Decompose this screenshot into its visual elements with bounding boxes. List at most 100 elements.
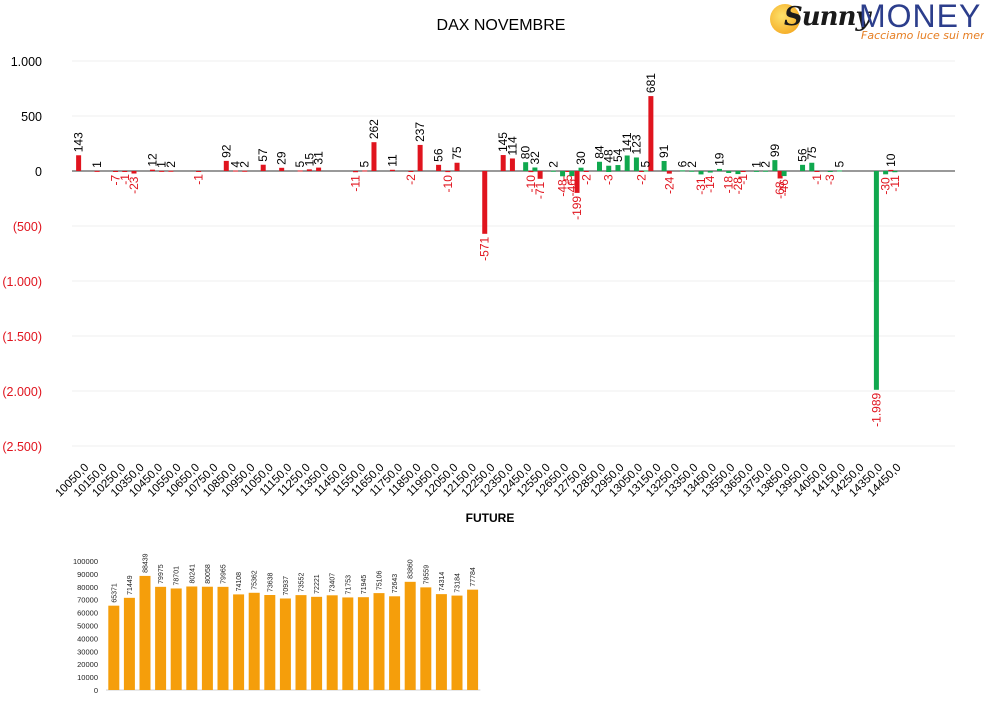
bar-s1-30 [883,171,889,175]
future-chart: FUTURE 0 10000 20000 30000 40000 50000 60000 700… [73,511,514,695]
data-label-s1-12: 5 [639,160,653,167]
bar-s1-26 [809,162,815,171]
data-label-s1-30: -30 [879,177,893,195]
data-label-s1-8: 48 [602,149,616,163]
future-data-label-15: 71753 [345,575,352,595]
future-bar-19 [404,581,416,690]
bar-s1-21 [753,170,759,172]
bar-s1-8 [606,165,612,171]
bar-s1-2 [550,170,556,172]
future-data-label-3: 79975 [158,564,165,584]
bar-s1-16 [698,171,704,175]
data-label-s1-7: -3 [602,174,616,185]
future-bar-10 [264,595,276,690]
data-label-s0-22: 237 [413,122,427,142]
data-label-s1-14: 6 [676,160,690,167]
bar-s0-23 [436,164,442,171]
data-label-s1-17: -14 [703,175,717,193]
data-label-s1-11: 123 [629,134,643,154]
y-tick-label-1: 500 [21,110,42,124]
bar-s0-26 [482,171,488,234]
data-label-s0-20: 11 [385,154,399,167]
future-bar-0 [108,605,120,690]
future-y-tick-0: 0 [94,686,98,695]
sunny-money-logo: Sunny MONEY Facciamo luce sui mercati [764,0,984,48]
future-data-label-19: 83860 [408,559,415,579]
bar-s0-1 [94,170,100,172]
future-data-label-0: 65371 [111,583,118,603]
bar-s0-31 [565,171,571,172]
future-bar-1 [123,597,135,690]
data-label-s0-17: -11 [349,175,363,192]
future-data-label-16: 71945 [361,575,368,595]
bar-s0-27 [500,155,506,171]
future-y-tick-5: 50000 [77,622,98,631]
bar-s1-5 [578,167,584,171]
data-label-s0-3: -1 [118,174,132,185]
bar-s1-31 [892,171,898,173]
bar-s0-4 [131,171,137,174]
data-label-s1-31: -11 [888,175,902,192]
future-bar-11 [279,598,291,690]
future-y-tick-2: 20000 [77,660,98,669]
data-label-s0-2: -7 [109,174,123,185]
data-label-s0-31: -5 [561,174,575,185]
bar-s0-22 [417,144,423,171]
data-label-s0-21: -2 [404,174,418,185]
bar-s1-7 [606,171,612,172]
bar-s1-18 [716,168,722,171]
y-tick-label-5: (1.500) [2,330,42,344]
bar-s0-34 [639,171,645,172]
data-label-s0-33: -2 [579,174,593,185]
data-label-s1-26: 75 [805,146,819,160]
future-data-label-2: 88439 [143,553,150,573]
data-label-s1-18: 19 [712,152,726,166]
future-y-tick-3: 30000 [77,647,98,656]
bar-s1-27 [827,171,833,172]
future-data-label-9: 75362 [252,570,259,590]
data-label-s1-20: -28 [731,177,745,195]
bar-s1-29 [873,171,879,390]
bar-s1-1 [532,167,538,171]
data-label-s0-24: -10 [441,175,455,193]
bar-s0-38 [777,171,783,179]
bar-s0-25 [454,162,460,171]
bar-s0-37 [740,171,746,172]
future-y-tick-10: 100000 [73,557,98,566]
future-data-label-22: 73184 [455,573,462,593]
chart-title: DAX NOVEMBRE [437,17,566,34]
data-label-s0-13: 29 [275,151,289,165]
bar-s0-30 [537,171,543,179]
future-data-label-11: 70937 [283,576,290,596]
data-label-s0-26: -571 [478,236,492,260]
bar-s1-4 [569,171,575,177]
bar-s0-0 [76,155,82,171]
bar-s0-36 [666,171,672,174]
future-bar-6 [201,586,213,690]
logo-brand-b: MONEY [859,0,982,34]
data-label-s0-25: 75 [450,146,464,160]
sun-icon [770,4,800,34]
future-data-label-8: 74108 [236,572,243,592]
data-label-s1-16: -31 [694,177,708,195]
future-bar-3 [155,586,167,690]
data-label-s1-28: 5 [832,160,846,167]
bar-s0-18 [362,170,368,172]
future-bar-7 [217,586,229,690]
bar-s0-29 [528,171,534,173]
future-y-tick-7: 70000 [77,596,98,605]
future-y-tick-4: 40000 [77,634,98,643]
data-label-s1-9: 54 [611,148,625,162]
bar-s1-9 [615,165,621,171]
future-data-label-12: 73552 [299,573,306,593]
future-bar-22 [451,595,463,690]
bar-s0-33 [583,171,589,172]
data-label-s0-9: 92 [219,144,233,158]
bar-s1-10 [624,155,630,171]
data-label-s0-32: -199 [570,196,584,220]
bar-s0-21 [408,171,414,172]
data-label-s1-4: -46 [565,179,579,197]
bar-s0-5 [149,169,155,171]
future-bar-14 [326,595,338,690]
data-label-s0-36: -24 [662,176,676,194]
